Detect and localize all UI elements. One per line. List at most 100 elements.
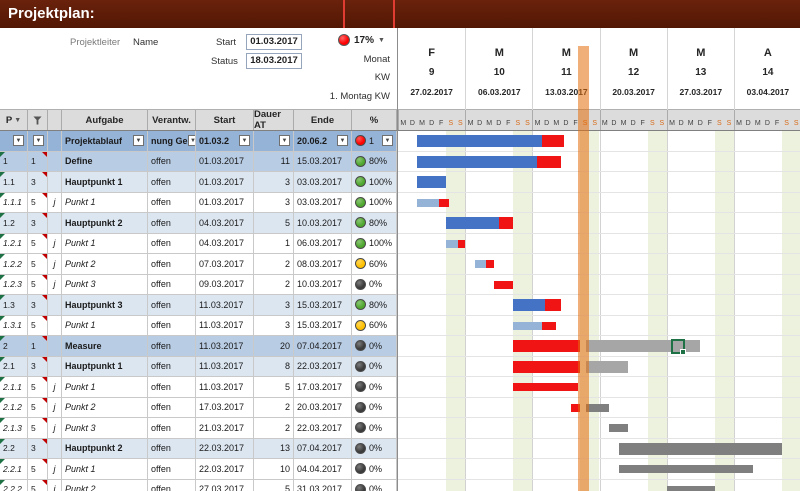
cell-j[interactable] — [48, 336, 62, 357]
cell-j[interactable]: j — [48, 233, 62, 254]
cell-verantw[interactable]: offen — [148, 151, 196, 172]
cell-aufgabe[interactable]: Hauptpunkt 3 — [62, 295, 148, 316]
cell-dauer[interactable]: 3 — [254, 315, 294, 336]
cell-start[interactable]: 07.03.2017 — [196, 254, 254, 275]
cell-j[interactable]: j — [48, 459, 62, 480]
cell-p[interactable]: 1.2.3 — [0, 274, 28, 295]
cell-p[interactable]: 1.3 — [0, 295, 28, 316]
chevron-down-icon[interactable]: ▼ — [378, 36, 385, 44]
cell-j[interactable]: j — [48, 418, 62, 439]
cell-p[interactable]: ▼ — [0, 131, 28, 152]
gantt-row[interactable] — [398, 131, 800, 152]
cell-p[interactable]: 1.1.1 — [0, 192, 28, 213]
cell-start[interactable]: 01.03.2017 — [196, 192, 254, 213]
gantt-row[interactable] — [398, 254, 800, 275]
cell-verantw[interactable]: offen — [148, 336, 196, 357]
gantt-row[interactable] — [398, 295, 800, 316]
cell-start[interactable]: 04.03.2017 — [196, 233, 254, 254]
cell-aufgabe[interactable]: Hauptpunkt 2 — [62, 213, 148, 234]
cell-verantw[interactable]: offen — [148, 459, 196, 480]
cell-start[interactable]: 11.03.2017 — [196, 315, 254, 336]
cell-status[interactable]: 0% — [352, 356, 397, 377]
cell-ende[interactable]: 03.03.2017 — [294, 192, 352, 213]
cell-prio[interactable]: 5 — [28, 315, 48, 336]
cell-status[interactable]: 0% — [352, 377, 397, 398]
cell-p[interactable]: 1.2.1 — [0, 233, 28, 254]
cell-dauer[interactable]: ▼ — [254, 131, 294, 152]
cell-status[interactable]: 60% — [352, 315, 397, 336]
cell-dauer[interactable]: 13 — [254, 438, 294, 459]
gantt-row[interactable] — [398, 234, 800, 254]
cell-dauer[interactable]: 2 — [254, 254, 294, 275]
cell-ende[interactable]: 20.03.2017 — [294, 397, 352, 418]
cell-p[interactable]: 2.2 — [0, 438, 28, 459]
cell-j[interactable] — [48, 315, 62, 336]
cell-prio[interactable]: 1 — [28, 336, 48, 357]
cell-j[interactable] — [48, 295, 62, 316]
cell-j[interactable]: j — [48, 377, 62, 398]
gantt-row[interactable] — [398, 418, 800, 439]
cell-verantw[interactable]: offen — [148, 233, 196, 254]
cell-status[interactable]: 0% — [352, 418, 397, 439]
cell-start[interactable]: 11.03.2017 — [196, 336, 254, 357]
filter-dropdown-button[interactable]: ▼ — [187, 135, 195, 147]
cell-prio[interactable]: 5 — [28, 274, 48, 295]
cell-aufgabe[interactable]: Hauptpunkt 2 — [62, 438, 148, 459]
filter-dropdown-button[interactable]: ▼ — [337, 135, 348, 147]
cell-prio[interactable]: 5 — [28, 233, 48, 254]
gantt-row[interactable] — [398, 439, 800, 459]
cell-verantw[interactable]: offen — [148, 438, 196, 459]
cell-dauer[interactable]: 2 — [254, 397, 294, 418]
cell-ende[interactable]: 17.03.2017 — [294, 377, 352, 398]
gantt-row[interactable] — [398, 480, 800, 491]
cell-prio[interactable]: 5 — [28, 254, 48, 275]
cell-verantw[interactable]: offen — [148, 254, 196, 275]
filter-dropdown-button[interactable]: ▼ — [279, 135, 290, 147]
cell-ende[interactable]: 07.04.2017 — [294, 438, 352, 459]
cell-ende[interactable]: 31.03.2017 — [294, 479, 352, 491]
cell-prio[interactable]: 3 — [28, 356, 48, 377]
cell-j[interactable] — [48, 131, 62, 152]
cell-verantw[interactable]: offen — [148, 172, 196, 193]
cell-start[interactable]: 21.03.2017 — [196, 418, 254, 439]
cell-dauer[interactable]: 8 — [254, 356, 294, 377]
cell-p[interactable]: 1 — [0, 151, 28, 172]
cell-verantw[interactable]: offen — [148, 295, 196, 316]
cell-status[interactable]: 0% — [352, 397, 397, 418]
cell-dauer[interactable]: 2 — [254, 274, 294, 295]
cell-ende[interactable]: 08.03.2017 — [294, 254, 352, 275]
cell-p[interactable]: 2 — [0, 336, 28, 357]
cell-start[interactable]: 17.03.2017 — [196, 397, 254, 418]
cell-p[interactable]: 1.3.1 — [0, 315, 28, 336]
cell-dauer[interactable]: 2 — [254, 418, 294, 439]
cell-dauer[interactable]: 3 — [254, 192, 294, 213]
cell-dauer[interactable]: 20 — [254, 336, 294, 357]
gantt-row[interactable] — [398, 459, 800, 480]
cell-j[interactable] — [48, 151, 62, 172]
cell-status[interactable]: 100% — [352, 192, 397, 213]
cell-prio[interactable]: 5 — [28, 479, 48, 491]
cell-verantw[interactable]: offen — [148, 315, 196, 336]
filter-dropdown-button[interactable]: ▼ — [33, 135, 44, 147]
filter-dropdown-button[interactable]: ▼ — [13, 135, 24, 147]
cell-aufgabe[interactable]: Punkt 2 — [62, 397, 148, 418]
cell-ende[interactable]: 03.03.2017 — [294, 172, 352, 193]
cell-status[interactable]: 0% — [352, 479, 397, 491]
gantt-row[interactable] — [398, 275, 800, 295]
gantt-row[interactable] — [398, 357, 800, 377]
cell-p[interactable]: 1.2 — [0, 213, 28, 234]
cell-p[interactable]: 2.2.2 — [0, 479, 28, 491]
cell-ende[interactable]: 20.06.2 ▼ — [294, 131, 352, 152]
cell-start[interactable]: 01.03.2 ▼ — [196, 131, 254, 152]
cell-aufgabe[interactable]: Projektablauf ▼ — [62, 131, 148, 152]
cell-j[interactable] — [48, 438, 62, 459]
cell-j[interactable]: j — [48, 192, 62, 213]
cell-p[interactable]: 2.1.2 — [0, 397, 28, 418]
cell-dauer[interactable]: 3 — [254, 172, 294, 193]
cell-aufgabe[interactable]: Punkt 3 — [62, 418, 148, 439]
cell-start[interactable]: 11.03.2017 — [196, 356, 254, 377]
cell-aufgabe[interactable]: Hauptpunkt 1 — [62, 172, 148, 193]
cell-status[interactable]: 80% — [352, 213, 397, 234]
cell-status[interactable]: 1 ▼ — [352, 131, 397, 152]
gantt-row[interactable] — [398, 213, 800, 234]
